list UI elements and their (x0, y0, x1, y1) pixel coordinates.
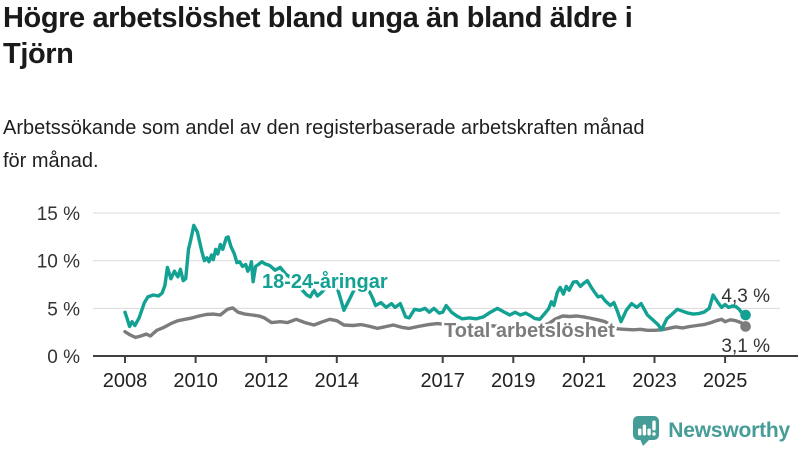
series-end-value-label: 4,3 % (721, 286, 770, 307)
y-axis-tick-label: 10 % (37, 252, 80, 273)
x-axis-tick-label: 2019 (491, 370, 536, 392)
brand-footer: Newsworthy (632, 415, 790, 447)
x-axis-tick-label: 2017 (420, 370, 465, 392)
series-label: 18-24-åringar (262, 270, 388, 293)
x-axis-tick-label: 2025 (703, 370, 748, 392)
x-axis-tick-label: 2021 (562, 370, 607, 392)
series-line-young (123, 223, 748, 332)
y-axis-tick-label: 15 % (37, 204, 80, 225)
y-axis-tick-label: 0 % (47, 347, 80, 368)
y-axis-tick-label: 5 % (47, 299, 80, 320)
x-axis-tick-label: 2023 (632, 370, 677, 392)
x-axis-tick-label: 2010 (173, 370, 218, 392)
x-axis-tick-label: 2014 (315, 370, 360, 392)
page-title: Högre arbetslöshet bland unga än bland ä… (3, 2, 633, 70)
series-line-total (123, 306, 748, 340)
x-axis-tick-label: 2012 (244, 370, 289, 392)
page-subtitle: Arbetssökande som andel av den registerb… (3, 117, 645, 172)
x-axis-tick-label: 2008 (103, 370, 148, 392)
brand-name: Newsworthy (668, 419, 790, 442)
series-end-dot (740, 309, 751, 321)
series-label: Total arbetslöshet (444, 320, 615, 342)
series-end-value-label: 3,1 % (721, 336, 770, 357)
newsworthy-logo-icon (633, 416, 660, 446)
series-end-dot (740, 321, 751, 332)
